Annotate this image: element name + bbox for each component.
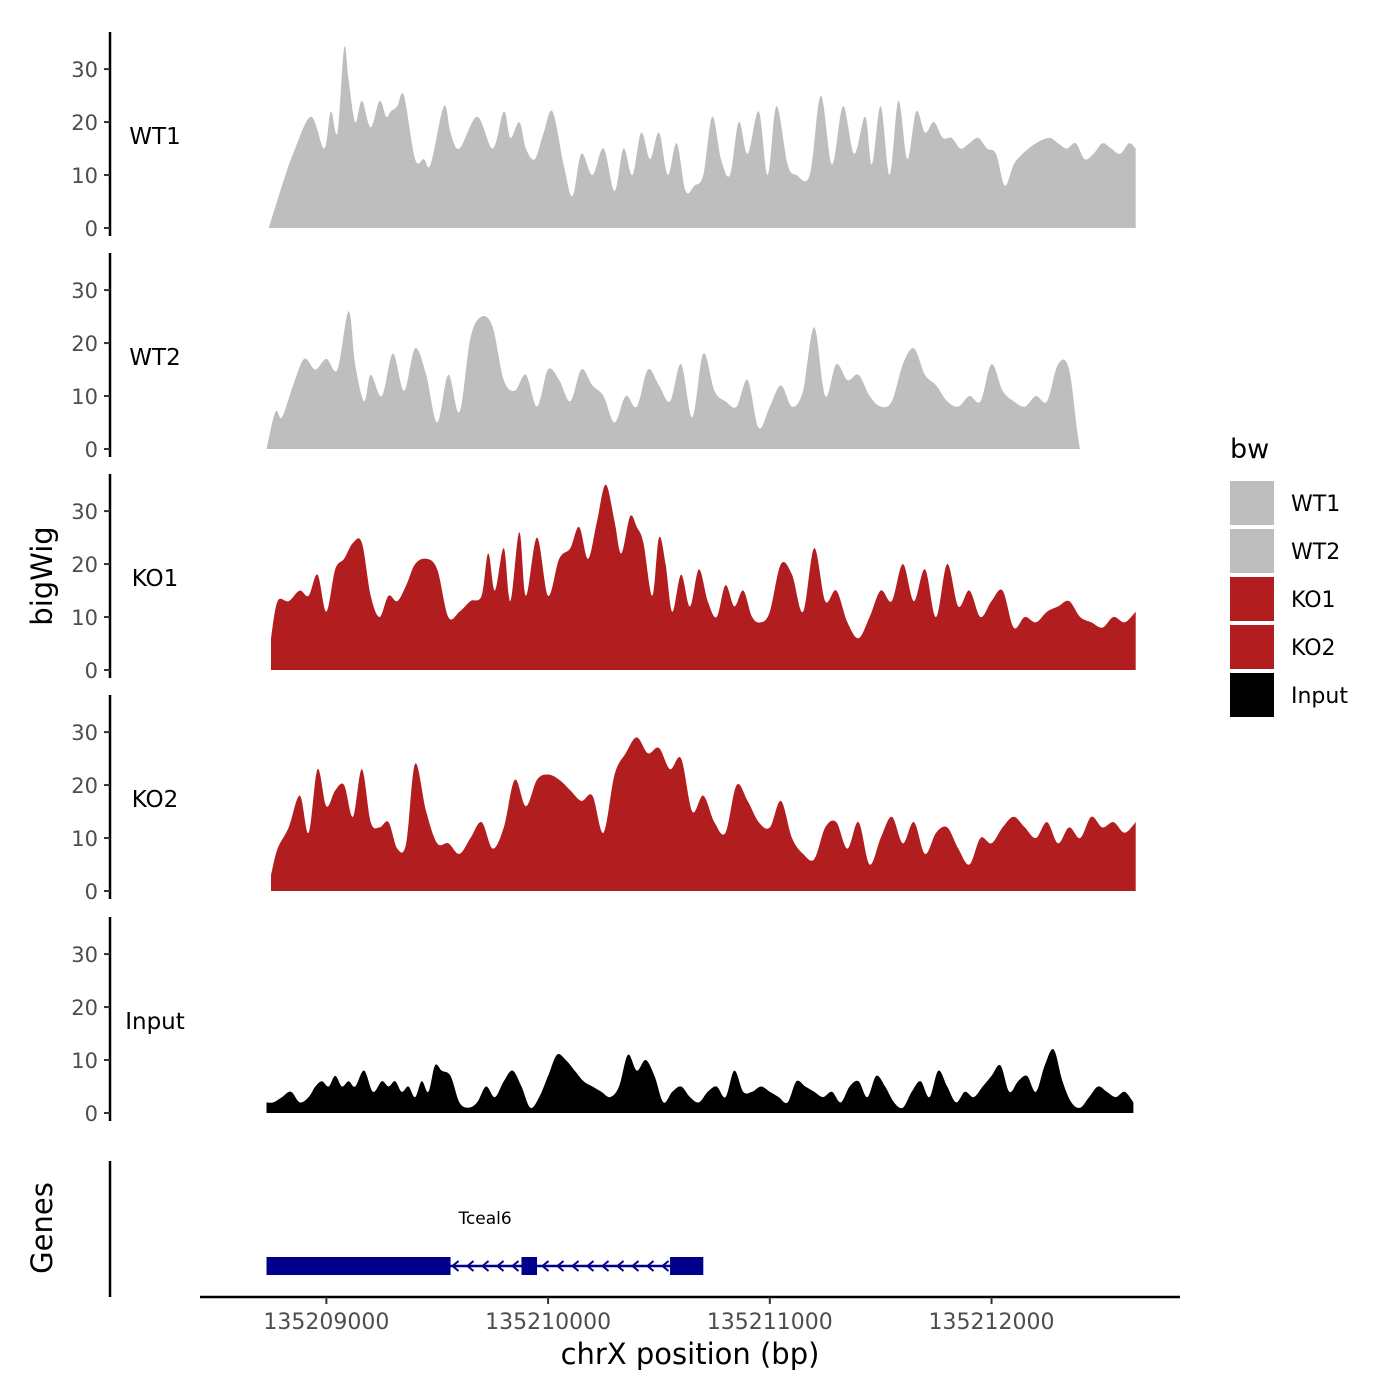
legend-swatch: [1230, 577, 1274, 621]
track-wt1: 0 10 20 30 WT1: [71, 32, 1136, 241]
area-input: [266, 1049, 1134, 1113]
coverage-tracks: 0 10 20 30 WT1 0 10 20 30 WT2 0 10 20 30 KO1 0 10 20 30 KO2…: [71, 32, 1136, 1126]
gene-track: Tceal6: [108, 1161, 704, 1297]
track-label: KO2: [132, 787, 179, 813]
y-tick-label: 20: [71, 332, 98, 356]
track-label: Input: [125, 1009, 185, 1035]
area-ko2: [271, 737, 1136, 891]
y-tick-label: 20: [71, 996, 98, 1020]
strand-chevron: [465, 1260, 475, 1272]
y-tick-label: 30: [71, 500, 98, 524]
legend-swatch: [1230, 481, 1274, 525]
y-tick-label: 10: [71, 1049, 98, 1073]
y-tick-label: 20: [71, 111, 98, 135]
y-tick-label: 20: [71, 774, 98, 798]
area-wt2: [266, 311, 1136, 449]
area-ko1: [271, 484, 1136, 670]
x-axis-title: chrX position (bp): [561, 1337, 820, 1371]
legend-label: KO1: [1291, 588, 1336, 613]
y-tick-label: 20: [71, 553, 98, 577]
strand-chevron: [510, 1260, 520, 1272]
x-tick-label: 135210000: [485, 1310, 611, 1335]
legend-label: KO2: [1291, 636, 1336, 661]
y-tick-label: 0: [85, 880, 98, 904]
x-tick-label: 135209000: [263, 1310, 389, 1335]
y-axis-title: bigWig: [25, 526, 59, 625]
strand-chevron: [570, 1260, 580, 1272]
y-tick-label: 0: [85, 1102, 98, 1126]
genes-axis-title: Genes: [25, 1182, 59, 1274]
strand-chevron: [480, 1260, 490, 1272]
gene-exon: [670, 1257, 704, 1275]
y-tick-label: 0: [85, 659, 98, 683]
gene-exon: [266, 1257, 451, 1275]
strand-chevron: [450, 1260, 460, 1272]
y-tick-label: 0: [85, 217, 98, 241]
x-tick-label: 135212000: [929, 1310, 1055, 1335]
y-tick-label: 0: [85, 438, 98, 462]
x-axis: 135209000 135210000 135211000 135212000: [200, 1295, 1180, 1335]
strand-chevron: [540, 1260, 550, 1272]
x-tick-label: 135211000: [707, 1310, 833, 1335]
track-label: WT2: [129, 345, 180, 371]
strand-chevron: [585, 1260, 595, 1272]
legend-swatch: [1230, 625, 1274, 669]
legend-label: WT2: [1291, 540, 1340, 565]
legend-label: Input: [1291, 684, 1348, 709]
y-tick-label: 10: [71, 827, 98, 851]
legend-title: bw: [1230, 434, 1269, 465]
gene-exon: [521, 1257, 538, 1275]
track-ko2: 0 10 20 30 KO2: [71, 695, 1136, 904]
y-tick-label: 10: [71, 164, 98, 188]
gene-tceal6: Tceal6: [266, 1209, 704, 1275]
strand-chevron: [615, 1260, 625, 1272]
track-ko1: 0 10 20 30 KO1: [71, 474, 1136, 683]
area-wt1: [268, 46, 1136, 228]
track-label: KO1: [132, 566, 179, 592]
y-tick-label: 30: [71, 721, 98, 745]
y-tick-label: 10: [71, 606, 98, 630]
gene-label: Tceal6: [457, 1209, 511, 1229]
legend-swatch: [1230, 529, 1274, 573]
strand-chevron: [645, 1260, 655, 1272]
track-wt2: 0 10 20 30 WT2: [71, 253, 1136, 462]
legend-swatch: [1230, 673, 1274, 717]
legend: bw WT1 WT2 KO1 KO2 Input: [1230, 434, 1348, 717]
track-input: 0 10 20 30 Input: [71, 917, 1134, 1126]
strand-chevron: [630, 1260, 640, 1272]
track-label: WT1: [129, 124, 180, 150]
strand-chevron: [495, 1260, 505, 1272]
strand-chevron: [555, 1260, 565, 1272]
strand-chevron: [660, 1260, 670, 1272]
y-tick-label: 30: [71, 58, 98, 82]
y-tick-label: 30: [71, 279, 98, 303]
strand-chevron: [600, 1260, 610, 1272]
y-tick-label: 30: [71, 943, 98, 967]
y-tick-label: 10: [71, 385, 98, 409]
legend-label: WT1: [1291, 492, 1340, 517]
